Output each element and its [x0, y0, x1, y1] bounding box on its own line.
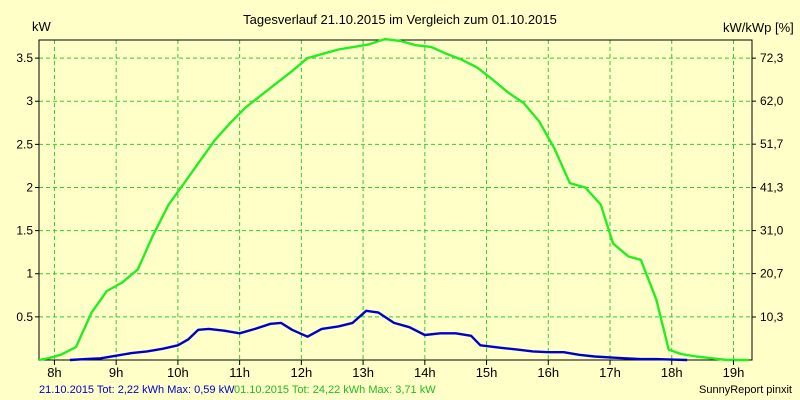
y2-tick-label: 72,3 — [760, 51, 784, 65]
y-tick-label: 3.5 — [16, 51, 33, 65]
x-tick-label: 17h — [599, 365, 621, 380]
y2-tick-label: 31,0 — [760, 224, 784, 238]
y2-tick-label: 20,7 — [760, 267, 784, 281]
y-tick-label: 1.5 — [16, 224, 33, 238]
y2-tick-label: 41,3 — [760, 181, 784, 195]
x-tick-label: 12h — [291, 365, 313, 380]
footer-green-series-info: 01.10.2015 Tot: 24,22 kWh Max: 3,71 kW — [234, 384, 436, 396]
y-tick-label: 1 — [26, 267, 33, 281]
series-line-21-10-2015 — [69, 309, 688, 362]
plot-frame — [38, 39, 753, 361]
y-tick-label: 2.5 — [16, 137, 33, 151]
tick-labels: 8h 9h 10h 11h 12h 13h 14h 15h 16h 17h 18h 19h 0.5 1 1.… — [16, 51, 783, 380]
x-tick-label: 14h — [414, 365, 436, 380]
footer-credit: SunnyReport pinxit — [699, 384, 792, 396]
y-tick-label: 3 — [26, 94, 33, 108]
y-tick-label: 0.5 — [16, 310, 33, 324]
footer-blue-series-info: 21.10.2015 Tot: 2,22 kWh Max: 0,59 kW — [39, 384, 235, 396]
y2-tick-label: 62,0 — [760, 94, 784, 108]
x-tick-label: 16h — [537, 365, 559, 380]
y-axis-label: kW — [32, 19, 52, 34]
x-tick-label: 8h — [47, 365, 61, 380]
grid-lines — [39, 40, 752, 360]
x-tick-label: 19h — [723, 365, 745, 380]
x-tick-label: 18h — [661, 365, 683, 380]
y2-tick-label: 51,7 — [760, 137, 784, 151]
x-tick-label: 11h — [229, 365, 250, 380]
x-tick-label: 15h — [476, 365, 498, 380]
x-tick-label: 9h — [109, 365, 123, 380]
chart-title: Tagesverlauf 21.10.2015 im Vergleich zum… — [243, 12, 557, 27]
x-tick-label: 10h — [167, 365, 189, 380]
y2-tick-label: 10,3 — [760, 310, 784, 324]
series-line-01-10-2015 — [38, 37, 749, 362]
series-lines — [38, 37, 749, 362]
y-tick-label: 2 — [26, 180, 33, 194]
x-tick-label: 13h — [352, 365, 374, 380]
y2-axis-label: kW/kWp [%] — [723, 20, 794, 35]
